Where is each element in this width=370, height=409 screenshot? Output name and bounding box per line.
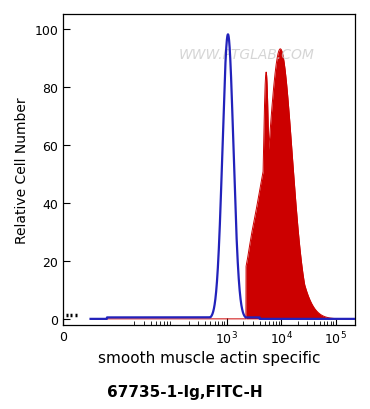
Y-axis label: Relative Cell Number: Relative Cell Number	[15, 97, 29, 243]
X-axis label: smooth muscle actin specific: smooth muscle actin specific	[98, 351, 320, 365]
Text: WWW.PTGLAB.COM: WWW.PTGLAB.COM	[179, 48, 315, 62]
Text: 67735-1-Ig,FITC-H: 67735-1-Ig,FITC-H	[107, 384, 263, 399]
